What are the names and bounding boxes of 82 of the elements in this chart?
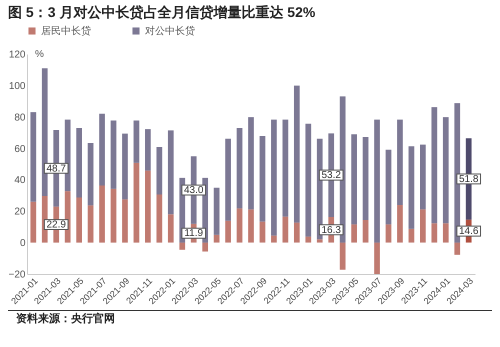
text: 资料来源：央行官网	[8, 310, 492, 326]
bar	[248, 117, 254, 210]
bar	[431, 223, 438, 243]
bar	[282, 120, 288, 217]
bar	[431, 107, 438, 224]
data-label: 16.3	[321, 224, 342, 236]
bar	[225, 220, 231, 243]
bar	[156, 194, 162, 243]
y-tick-label: 0	[20, 238, 26, 250]
bar	[88, 205, 94, 243]
bar	[408, 228, 414, 243]
bar	[110, 188, 116, 243]
chart-title: 图 5：3 月对公中长贷占全月信贷增量比重达 52%	[8, 4, 316, 20]
bar	[99, 186, 105, 243]
bar	[351, 224, 357, 243]
bar	[294, 86, 300, 223]
bar	[110, 120, 116, 189]
bar	[134, 120, 140, 163]
data-label: 14.6	[458, 226, 479, 238]
y-tick-label: 80	[14, 112, 26, 124]
legend-label: 对公中长贷	[145, 25, 195, 37]
bar	[260, 136, 266, 222]
data-label: 48.7	[46, 163, 66, 174]
bar	[420, 209, 426, 243]
y-tick-label: 120	[8, 50, 26, 60]
legend-label: 居民中长贷	[41, 25, 91, 37]
bar	[236, 128, 242, 208]
y-tick-label: 60	[14, 144, 26, 155]
bar	[260, 222, 266, 243]
bar	[145, 170, 151, 243]
bar	[88, 142, 94, 206]
bar	[374, 120, 380, 243]
bar	[386, 150, 392, 224]
bar	[248, 209, 254, 243]
bar	[42, 68, 48, 196]
bar	[282, 216, 288, 243]
data-label: 11.9	[184, 228, 204, 240]
y-tick-label: 20	[14, 206, 26, 218]
y-tick-label: −20	[8, 270, 26, 280]
bar	[294, 222, 300, 243]
bar	[168, 214, 174, 243]
data-label: 43.0	[184, 185, 204, 196]
bar	[236, 208, 242, 243]
bar	[362, 220, 368, 243]
bar	[145, 129, 151, 171]
bar	[340, 242, 346, 270]
bar	[271, 120, 277, 236]
y-axis-title: %	[35, 49, 44, 60]
bar	[122, 199, 128, 243]
bar	[408, 146, 414, 229]
bar	[397, 205, 403, 243]
bar	[271, 236, 277, 243]
bar	[30, 202, 36, 243]
bar	[134, 162, 140, 243]
bar	[386, 224, 392, 243]
bar	[420, 144, 426, 210]
bar	[30, 112, 36, 202]
data-label: 51.8	[458, 174, 479, 185]
bar	[374, 242, 380, 274]
bar	[99, 114, 105, 186]
bar	[454, 242, 460, 255]
bar	[214, 188, 220, 235]
bar	[442, 223, 449, 243]
data-label: 22.9	[46, 220, 66, 231]
bar	[76, 197, 82, 243]
bar	[122, 134, 128, 200]
y-tick-label: 40	[14, 175, 26, 186]
bar	[179, 242, 186, 250]
bar	[351, 134, 357, 224]
bar	[305, 124, 312, 237]
bar	[442, 117, 449, 224]
y-tick-label: 100	[8, 80, 26, 92]
bar	[76, 128, 82, 198]
bar	[202, 242, 208, 252]
bar	[214, 234, 220, 243]
bar	[168, 130, 174, 214]
bar	[156, 147, 162, 194]
bar	[305, 236, 312, 243]
data-label: 53.2	[321, 170, 342, 182]
bar	[362, 136, 368, 220]
bar	[225, 138, 231, 221]
bar	[397, 120, 403, 206]
